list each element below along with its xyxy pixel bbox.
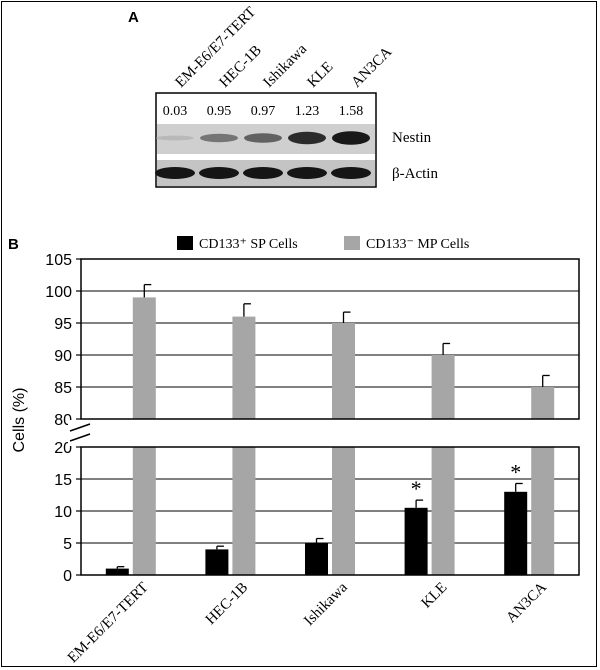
y-tick-label: 100	[45, 284, 72, 301]
y-tick-label: 95	[54, 316, 72, 333]
panel-b-label: B	[8, 236, 19, 253]
bar-mp-lower	[531, 447, 555, 575]
significance-star: *	[411, 476, 422, 501]
actin-band	[287, 167, 327, 179]
x-tick-label: KLE	[418, 580, 450, 612]
nestin-band	[244, 133, 282, 143]
bar-mp-upper	[232, 316, 256, 419]
actin-bands	[155, 167, 371, 179]
cell-line-label: Ishikawa	[261, 41, 311, 91]
nestin-bands	[156, 131, 370, 145]
cell-line-label: KLE	[305, 59, 337, 91]
significance-star: *	[510, 459, 521, 484]
x-tick-label: HEC-1B	[203, 580, 251, 628]
nestin-value: 0.97	[251, 104, 276, 119]
bar-mp-upper	[531, 387, 555, 419]
lower-plot-frame	[80, 446, 580, 576]
nestin-band	[156, 135, 194, 141]
bar-mp-lower	[132, 447, 156, 575]
legend-mp-swatch	[344, 236, 360, 250]
lower-y-ticks: 20 15 10 5 0	[54, 440, 81, 585]
x-tick-label: EM-E6/E7-TERT	[65, 580, 152, 667]
bar-sp	[305, 543, 328, 575]
legend-sp-swatch	[177, 236, 193, 250]
legend-sp-label: CD133⁺ SP Cells	[199, 237, 298, 252]
significance-markers: **	[411, 459, 522, 501]
legend-mp-label: CD133⁻ MP Cells	[366, 237, 469, 252]
bar-sp	[105, 568, 129, 575]
axis-break	[68, 420, 91, 446]
bar-sp	[404, 507, 428, 575]
bar-mp-lower	[232, 447, 256, 575]
y-tick-label: 0	[63, 568, 72, 585]
y-tick-label: 10	[54, 504, 72, 521]
nestin-band	[200, 133, 238, 143]
y-tick-label: 90	[54, 348, 72, 365]
actin-band	[155, 167, 195, 179]
upper-plot-frame	[80, 258, 580, 420]
nestin-band	[332, 131, 370, 145]
nestin-values: 0.03 0.95 0.97 1.23 1.58	[163, 104, 364, 119]
nestin-value: 0.03	[163, 104, 188, 119]
y-axis-title: Cells (%)	[11, 388, 28, 453]
y-tick-label: 15	[54, 472, 72, 489]
panel-a-label: A	[128, 9, 139, 26]
nestin-value: 1.23	[295, 104, 320, 119]
nestin-band	[288, 131, 326, 145]
bar-mp-upper	[431, 355, 455, 419]
cell-line-label: EM-E6/E7-TERT	[173, 4, 260, 91]
error-bars	[116, 283, 550, 569]
cell-line-label: AN3CA	[349, 44, 396, 91]
x-axis-labels: EM-E6/E7-TERT HEC-1B Ishikawa KLE AN3CA	[65, 579, 550, 666]
upper-y-ticks: 105 100 95 90 85 80	[45, 252, 81, 429]
y-tick-label: 5	[63, 536, 72, 553]
gridlines	[81, 290, 579, 544]
y-tick-label: 105	[45, 252, 72, 269]
bar-sp	[205, 549, 229, 575]
bar-mp-upper	[332, 323, 355, 419]
bar-mp-upper	[132, 297, 156, 419]
actin-band	[331, 167, 371, 179]
bar-sp	[504, 491, 528, 575]
actin-band	[243, 167, 283, 179]
y-tick-label: 20	[54, 440, 72, 457]
nestin-value: 0.95	[207, 104, 232, 119]
x-tick-label: AN3CA	[503, 579, 550, 626]
x-tick-label: Ishikawa	[301, 579, 351, 629]
bar-mp-lower	[431, 447, 455, 575]
nestin-value: 1.58	[339, 104, 364, 119]
actin-label: β-Actin	[392, 166, 438, 182]
nestin-label: Nestin	[392, 130, 432, 146]
actin-band	[199, 167, 239, 179]
bars	[105, 297, 555, 575]
y-tick-label: 85	[54, 380, 72, 397]
y-tick-label: 80	[54, 412, 72, 429]
bar-mp-lower	[332, 447, 355, 575]
